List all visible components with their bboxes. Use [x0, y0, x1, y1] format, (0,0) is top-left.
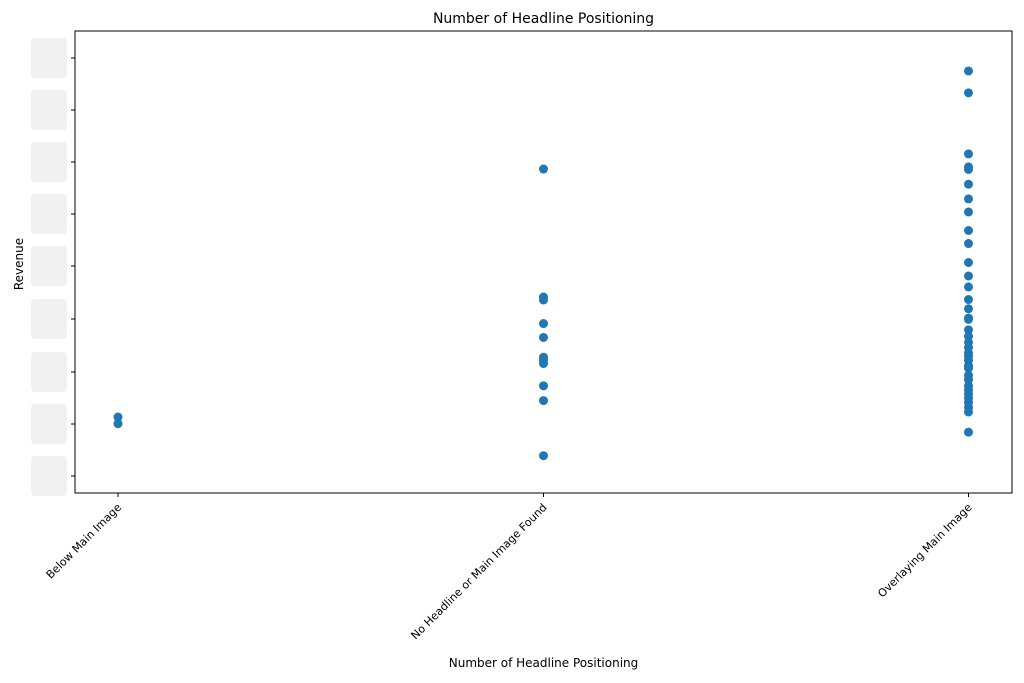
- obscured-y-tick-label: [31, 352, 67, 392]
- obscured-y-tick-label: [31, 142, 67, 182]
- data-point: [964, 375, 973, 385]
- data-point: [539, 381, 548, 391]
- data-point: [539, 359, 548, 369]
- data-point: [113, 412, 123, 422]
- x-axis-label: Number of Headline Positioning: [449, 656, 639, 670]
- data-point: [964, 304, 973, 314]
- data-point: [964, 207, 973, 217]
- data-point: [964, 314, 973, 324]
- data-point: [964, 407, 973, 417]
- x-tick-label: No Headline or Main Image Found: [408, 501, 549, 642]
- data-point: [539, 164, 548, 174]
- data-point: [964, 88, 973, 98]
- data-point: [539, 295, 548, 305]
- data-point: [539, 451, 548, 461]
- data-point: [964, 194, 973, 204]
- x-tick-label: Overlaying Main Image: [875, 501, 974, 600]
- data-point: [964, 331, 973, 341]
- obscured-y-tick-label: [31, 38, 67, 78]
- y-ticks: [71, 57, 75, 477]
- y-tick-labels-obscured: [31, 38, 67, 496]
- data-point: [539, 332, 548, 342]
- data-point: [964, 66, 973, 76]
- plot-area: [74, 30, 1013, 494]
- data-point: [964, 325, 973, 335]
- data-point: [964, 164, 973, 174]
- data-point: [964, 271, 973, 281]
- data-point: [964, 295, 973, 305]
- data-point: [539, 319, 548, 329]
- data-point: [964, 282, 973, 292]
- data-point: [964, 149, 973, 159]
- y-axis-label: Revenue: [12, 238, 26, 290]
- x-tick-label: Below Main Image: [44, 501, 125, 582]
- data-point: [539, 396, 548, 406]
- obscured-y-tick-label: [31, 194, 67, 234]
- data-points: [113, 66, 973, 461]
- chart-title: Number of Headline Positioning: [433, 11, 654, 27]
- data-point: [964, 239, 973, 249]
- data-point: [113, 419, 123, 429]
- data-point: [964, 363, 973, 373]
- data-point: [964, 427, 973, 437]
- obscured-y-tick-label: [31, 299, 67, 339]
- obscured-y-tick-label: [31, 456, 67, 496]
- x-axis: Below Main Image No Headline or Main Imag…: [44, 493, 975, 642]
- obscured-y-tick-label: [31, 404, 67, 444]
- data-point: [964, 226, 973, 236]
- data-point: [964, 179, 973, 189]
- data-point: [964, 258, 973, 267]
- obscured-y-tick-label: [31, 246, 67, 286]
- obscured-y-tick-label: [31, 90, 67, 130]
